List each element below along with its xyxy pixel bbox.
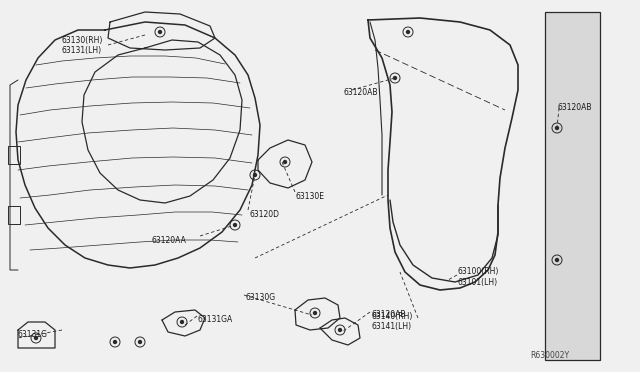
Circle shape [556, 126, 559, 129]
Text: 63100(RH): 63100(RH) [458, 267, 499, 276]
Text: 63131G: 63131G [18, 330, 48, 339]
Text: 63140(RH): 63140(RH) [372, 312, 413, 321]
Circle shape [339, 328, 342, 331]
Circle shape [253, 173, 257, 176]
Circle shape [394, 77, 397, 80]
Text: 63141(LH): 63141(LH) [372, 322, 412, 331]
Circle shape [234, 224, 237, 227]
Text: R630002Y: R630002Y [530, 351, 569, 360]
Text: 63130(RH): 63130(RH) [62, 36, 104, 45]
Circle shape [284, 160, 287, 164]
Text: 63130E: 63130E [296, 192, 325, 201]
Circle shape [556, 259, 559, 262]
Circle shape [314, 311, 317, 314]
Text: 63120AB: 63120AB [343, 88, 378, 97]
Text: 63120AA: 63120AA [152, 236, 187, 245]
Circle shape [138, 340, 141, 343]
Text: 63101(LH): 63101(LH) [458, 278, 498, 287]
Text: 63120AB: 63120AB [558, 103, 593, 112]
Bar [8, 146, 20, 164]
Text: 63120D: 63120D [250, 210, 280, 219]
Polygon shape [545, 12, 600, 360]
Text: 63131(LH): 63131(LH) [62, 46, 102, 55]
Bar [8, 206, 20, 224]
Circle shape [159, 31, 161, 33]
Circle shape [113, 340, 116, 343]
Text: 63130G: 63130G [245, 293, 275, 302]
Circle shape [180, 321, 184, 324]
Circle shape [35, 337, 38, 340]
Text: 63131GA: 63131GA [198, 315, 233, 324]
Circle shape [406, 31, 410, 33]
Text: 63120AB: 63120AB [372, 310, 406, 319]
